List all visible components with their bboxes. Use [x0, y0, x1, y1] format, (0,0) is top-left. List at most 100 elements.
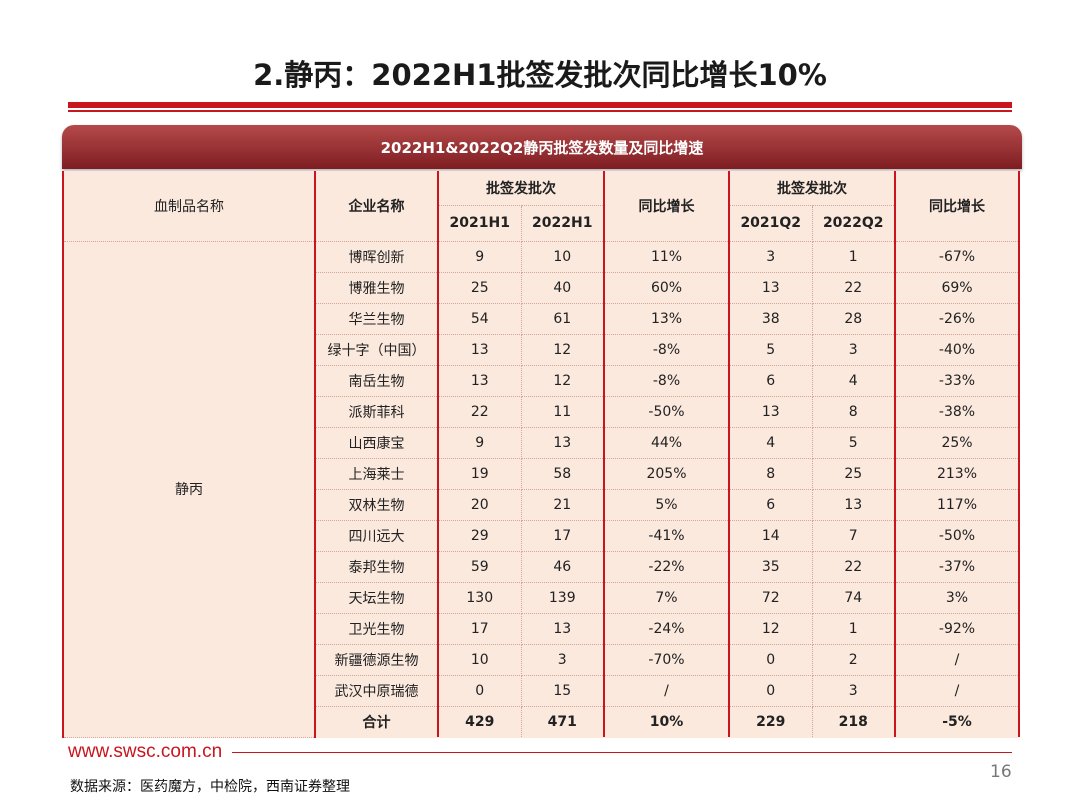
table-body: 静丙 博晖创新 9 10 11% 3 1 -67% 博雅生物 25 40 60% 13 22 69% 华兰生物…	[62, 241, 1020, 738]
title-divider-thin	[68, 110, 1012, 112]
cell-q2-2022: 1	[812, 241, 896, 273]
cell-yoy-q: 25%	[894, 427, 1020, 459]
cell-q2-2022: 5	[812, 427, 896, 459]
table-row: 静丙 博晖创新 9 10 11% 3 1 -67%	[62, 241, 1020, 738]
cell-yoy-q: -67%	[894, 241, 1020, 273]
total-company: 合计	[315, 706, 439, 737]
cell-q2-2022: 22	[812, 272, 896, 304]
cell-yoy-q: -40%	[894, 334, 1020, 366]
category-cell: 静丙	[62, 241, 316, 738]
cell-yoy-h: 7%	[603, 582, 730, 614]
header-2022h1: 2022H1	[521, 205, 605, 243]
data-source-note: 数据来源：医药魔方，中检院，西南证券整理	[70, 779, 350, 795]
total-q2-2022: 218	[812, 706, 896, 737]
cell-h1-2022: 12	[521, 334, 605, 366]
table-row: 天坛生物 130 139 7% 72 74 3%	[63, 582, 1020, 614]
cell-h1-2021: 9	[438, 241, 522, 273]
header-yoy-quarter: 同比增长	[894, 171, 1020, 242]
cell-h1-2021: 13	[438, 365, 522, 397]
cell-q2-2021: 13	[729, 272, 813, 304]
cell-company: 四川远大	[315, 520, 439, 552]
cell-yoy-q: -33%	[894, 365, 1020, 397]
cell-yoy-h: -50%	[603, 396, 730, 428]
cell-h1-2022: 3	[521, 644, 605, 676]
cell-yoy-h: -41%	[603, 520, 730, 552]
table-row: 绿十字（中国） 13 12 -8% 5 3 -40%	[63, 334, 1020, 366]
cell-q2-2021: 72	[729, 582, 813, 614]
footer-divider	[232, 752, 1012, 753]
cell-h1-2021: 54	[438, 303, 522, 335]
cell-q2-2022: 1	[812, 613, 896, 645]
cell-yoy-q: 117%	[894, 489, 1020, 521]
cell-yoy-q: 213%	[894, 458, 1020, 490]
cell-company: 山西康宝	[315, 427, 439, 459]
cell-yoy-h: -8%	[603, 334, 730, 366]
cell-q2-2021: 6	[729, 365, 813, 397]
cell-q2-2022: 7	[812, 520, 896, 552]
table-row: 博雅生物 25 40 60% 13 22 69%	[63, 272, 1020, 304]
cell-yoy-h: 13%	[603, 303, 730, 335]
table-row: 泰邦生物 59 46 -22% 35 22 -37%	[63, 551, 1020, 583]
cell-company: 泰邦生物	[315, 551, 439, 583]
cell-q2-2022: 74	[812, 582, 896, 614]
cell-yoy-h: 44%	[603, 427, 730, 459]
cell-h1-2022: 61	[521, 303, 605, 335]
table-row: 武汉中原瑞德 0 15/0 3/	[63, 675, 1020, 707]
cell-company: 博雅生物	[315, 272, 439, 304]
cell-q2-2021: 4	[729, 427, 813, 459]
cell-h1-2022: 58	[521, 458, 605, 490]
cell-q2-2021: 35	[729, 551, 813, 583]
cell-h1-2021: 17	[438, 613, 522, 645]
cell-h1-2022: 46	[521, 551, 605, 583]
cell-q2-2022: 13	[812, 489, 896, 521]
header-yoy-half: 同比增长	[603, 171, 730, 242]
cell-q2-2021: 38	[729, 303, 813, 335]
cell-h1-2021: 25	[438, 272, 522, 304]
cell-company: 新疆德源生物	[315, 644, 439, 676]
table-row: 双林生物 20 21 5% 6 13 117%	[63, 489, 1020, 521]
cell-yoy-h: /	[603, 675, 730, 707]
total-h1-2021: 429	[438, 706, 522, 737]
cell-yoy-h: 60%	[603, 272, 730, 304]
cell-h1-2021: 20	[438, 489, 522, 521]
cell-company: 华兰生物	[315, 303, 439, 335]
cell-q2-2021: 6	[729, 489, 813, 521]
cell-q2-2022: 3	[812, 334, 896, 366]
cell-q2-2022: 25	[812, 458, 896, 490]
cell-h1-2021: 19	[438, 458, 522, 490]
cell-h1-2021: 22	[438, 396, 522, 428]
table-row: 华兰生物 54 61 13% 38 28 -26%	[63, 303, 1020, 335]
header-company: 企业名称	[315, 171, 439, 242]
cell-yoy-h: 205%	[603, 458, 730, 490]
cell-company: 上海莱士	[315, 458, 439, 490]
table-row: 卫光生物 17 13 -24% 12 1 -92%	[63, 613, 1020, 645]
cell-yoy-q: /	[894, 675, 1020, 707]
cell-yoy-q: -26%	[894, 303, 1020, 335]
cell-company: 双林生物	[315, 489, 439, 521]
cell-yoy-q: -50%	[894, 520, 1020, 552]
page-number: 16	[990, 762, 1012, 782]
cell-h1-2021: 59	[438, 551, 522, 583]
header-2021q2: 2021Q2	[729, 205, 813, 243]
table-row: 四川远大 29 17 -41% 14 7 -50%	[63, 520, 1020, 552]
cell-yoy-q: -38%	[894, 396, 1020, 428]
total-yoy-q: -5%	[894, 706, 1020, 737]
cell-h1-2022: 21	[521, 489, 605, 521]
cell-yoy-q: -37%	[894, 551, 1020, 583]
cell-q2-2021: 14	[729, 520, 813, 552]
total-h1-2022: 471	[521, 706, 605, 737]
cell-q2-2021: 0	[729, 644, 813, 676]
cell-h1-2022: 40	[521, 272, 605, 304]
cell-q2-2021: 0	[729, 675, 813, 707]
cell-h1-2021: 9	[438, 427, 522, 459]
cell-company: 天坛生物	[315, 582, 439, 614]
header-2022q2: 2022Q2	[812, 205, 896, 243]
cell-h1-2022: 13	[521, 613, 605, 645]
cell-yoy-h: 5%	[603, 489, 730, 521]
cell-h1-2021: 130	[438, 582, 522, 614]
cell-q2-2021: 13	[729, 396, 813, 428]
title-divider	[68, 102, 1012, 108]
cell-h1-2022: 10	[521, 241, 605, 273]
cell-q2-2021: 12	[729, 613, 813, 645]
cell-q2-2022: 28	[812, 303, 896, 335]
